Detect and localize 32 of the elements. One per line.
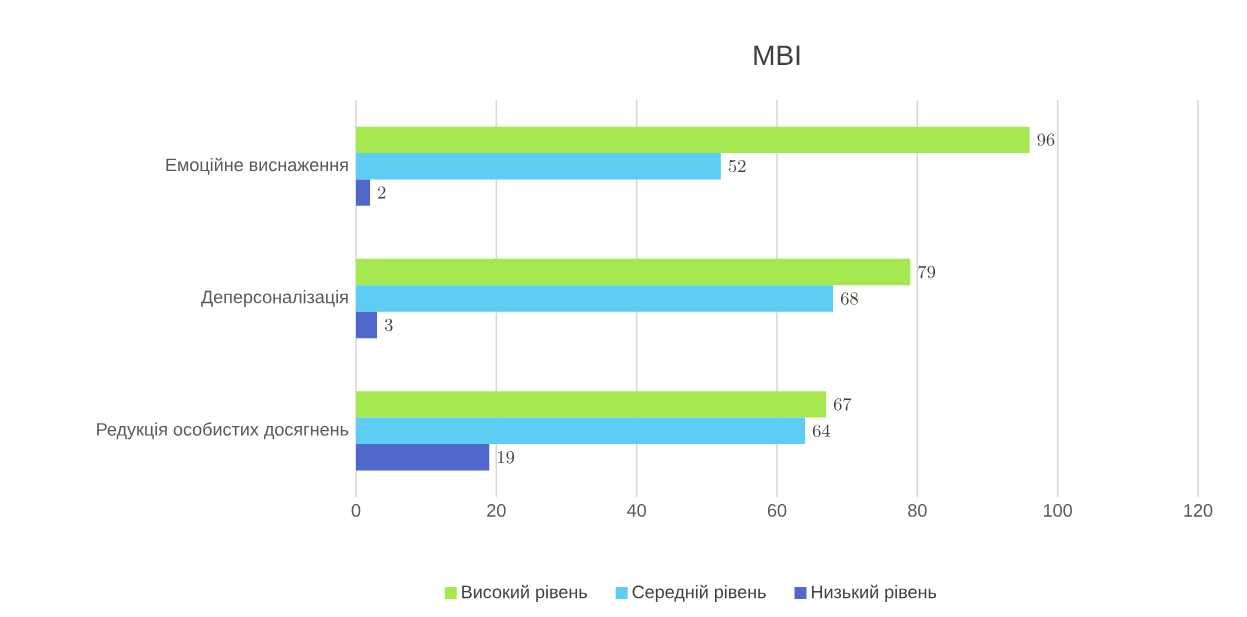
data-label: 68 — [840, 292, 858, 305]
y-tick-label: Емоційне виснаження — [166, 157, 348, 175]
x-tick-label: 60 — [767, 504, 787, 517]
data-label: 3 — [384, 318, 393, 332]
bar — [356, 444, 490, 471]
data-label: 19 — [498, 451, 515, 464]
x-tick-label: 40 — [627, 504, 646, 517]
legend-label: Низький рівень — [811, 584, 937, 602]
legend-label: Середній рівень — [632, 584, 766, 602]
bar — [356, 258, 911, 286]
x-tick-label: 80 — [908, 504, 927, 517]
x-tick-label: 20 — [487, 504, 506, 517]
bar — [356, 152, 721, 180]
bar — [356, 311, 378, 339]
data-label: 2 — [378, 186, 386, 199]
data-label: 52 — [728, 159, 746, 173]
x-tick-label: 100 — [1044, 504, 1072, 517]
data-label: 79 — [918, 265, 936, 279]
x-tick-label: 120 — [1184, 504, 1213, 517]
data-label: 64 — [812, 424, 831, 438]
bar — [356, 391, 827, 418]
legend-label: Високий рівень — [462, 584, 587, 602]
x-tick-label: 0 — [351, 504, 361, 517]
bar — [356, 126, 1030, 153]
data-label: 96 — [1037, 133, 1055, 146]
bar — [356, 285, 834, 312]
y-tick-label: Редукція особистих досягнень — [97, 422, 349, 440]
data-label: 67 — [833, 398, 852, 411]
bar — [356, 417, 806, 445]
chart-title: MBI — [754, 45, 800, 65]
y-tick-label: Деперсоналізація — [201, 290, 348, 307]
bar — [356, 179, 371, 206]
